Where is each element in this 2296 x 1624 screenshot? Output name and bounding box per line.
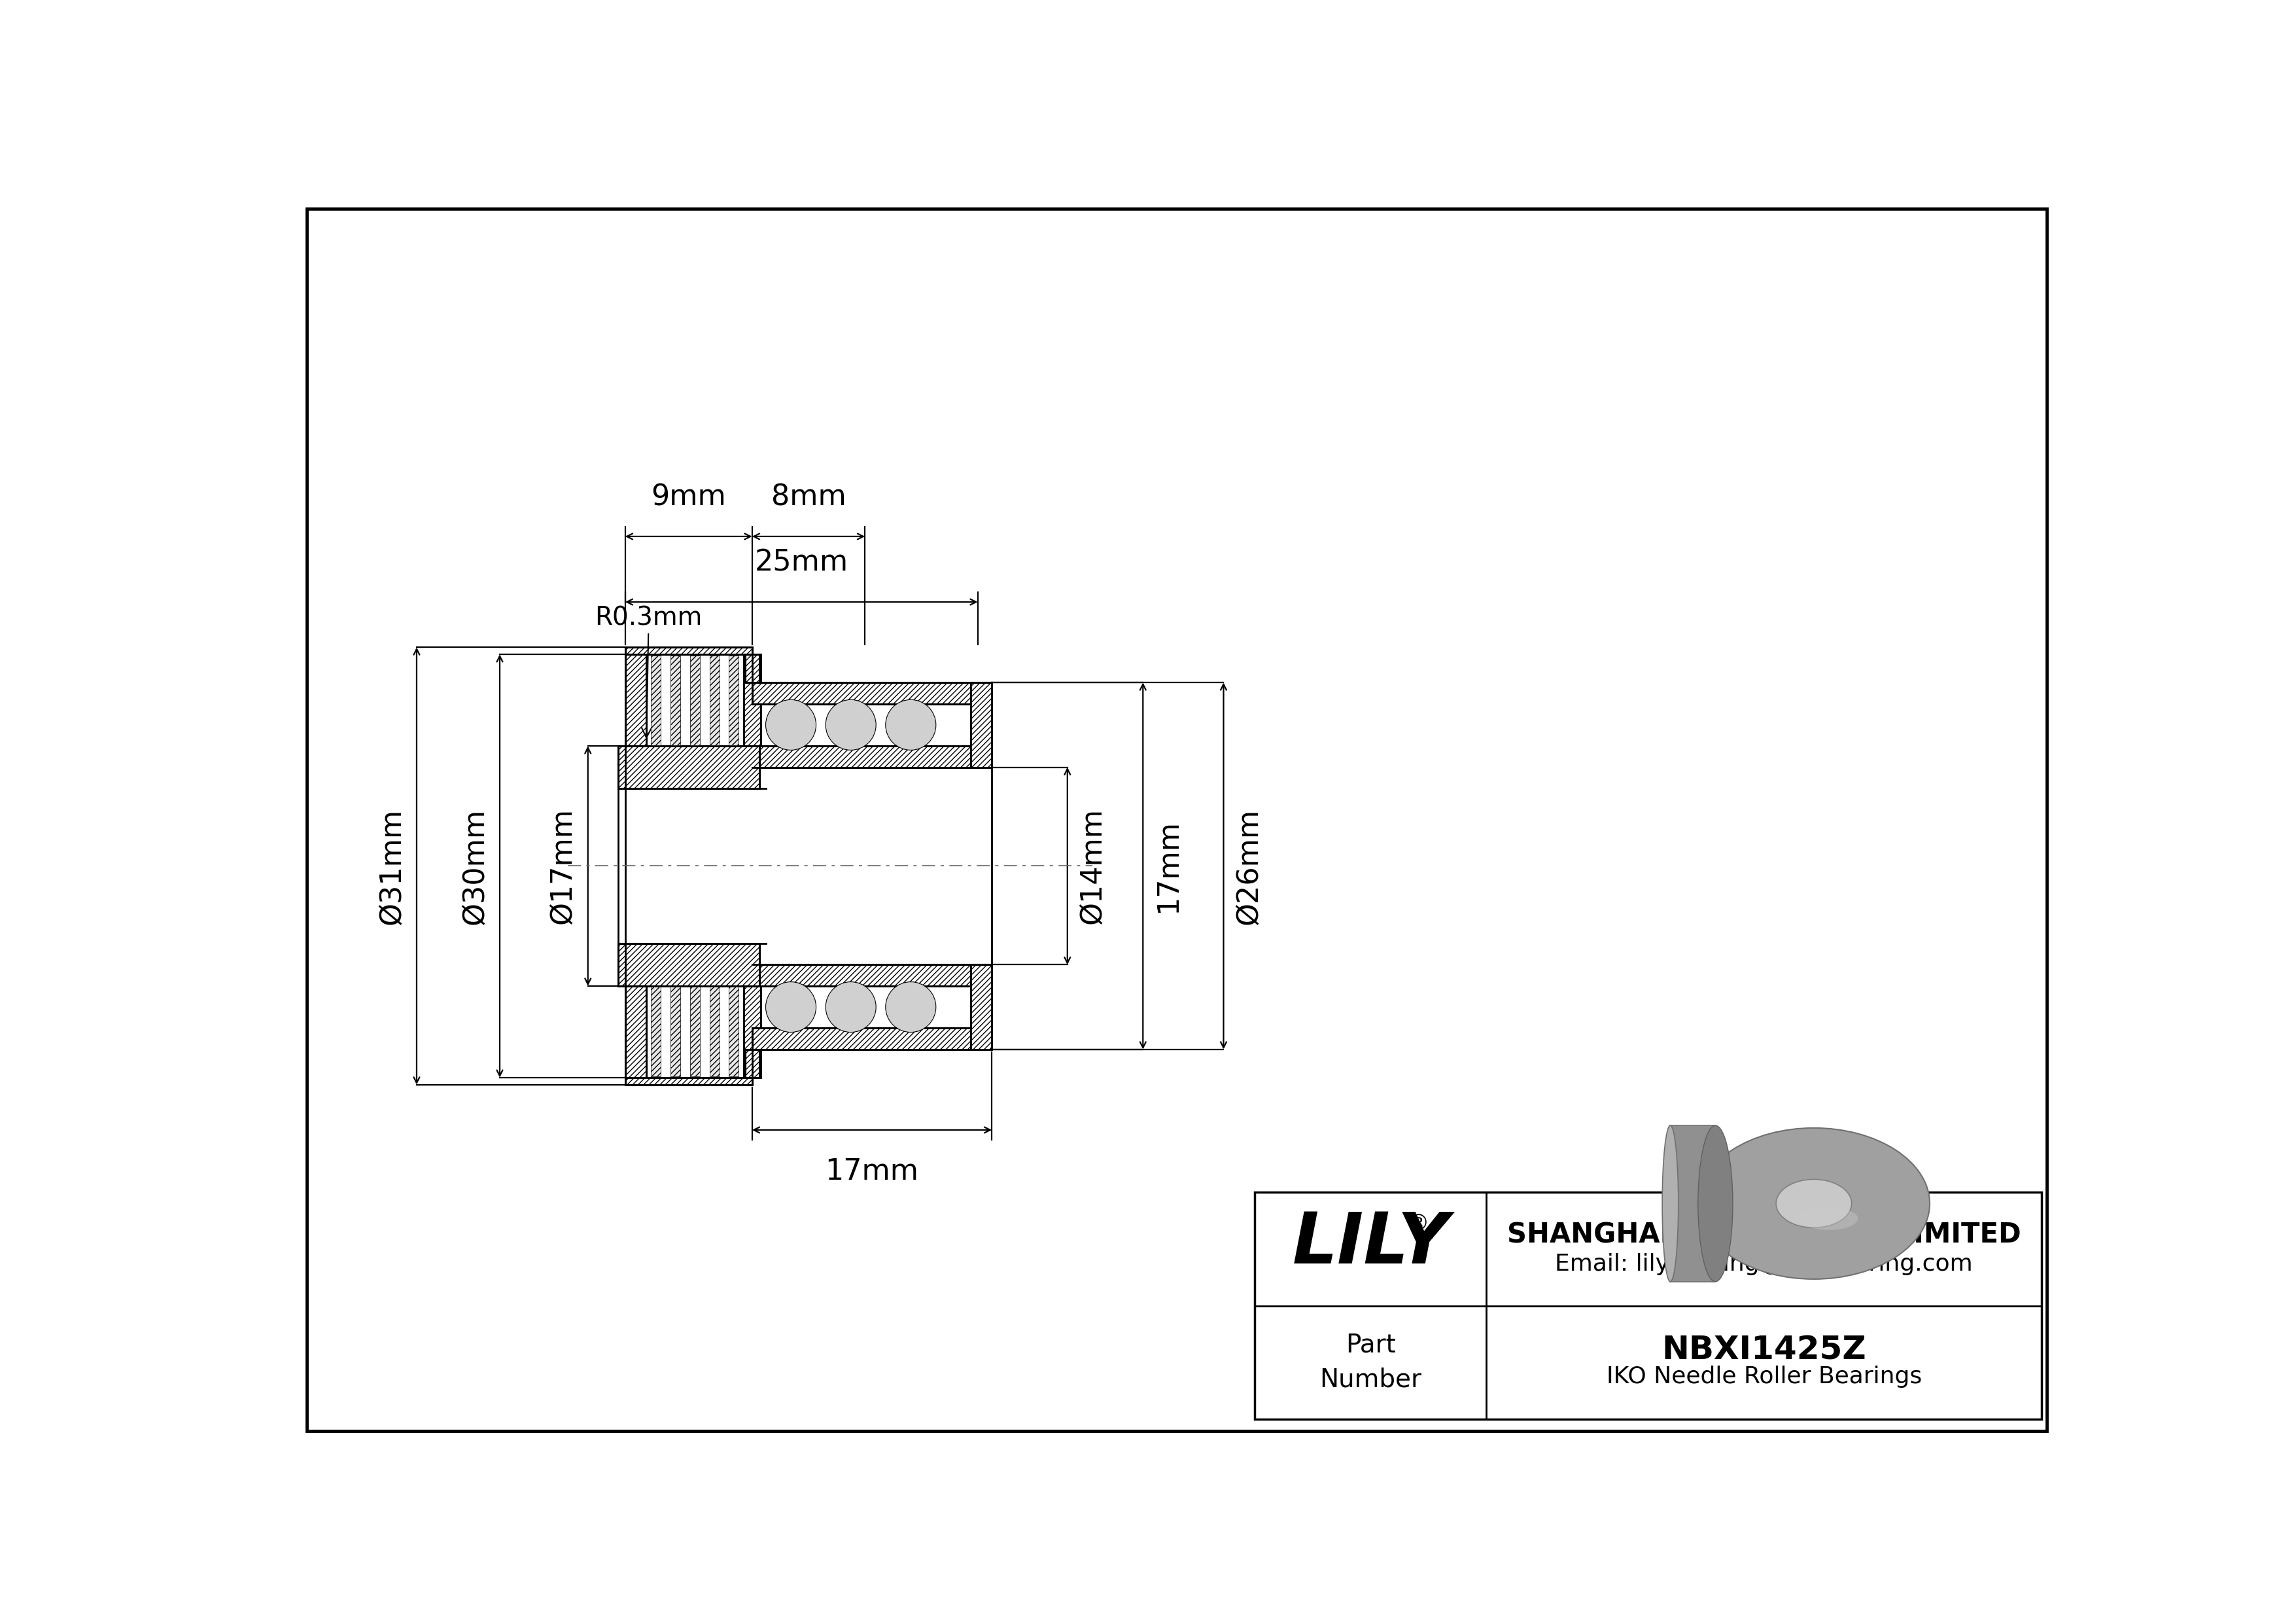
Bar [744,986,760,1078]
Polygon shape [1669,1125,1715,1281]
Text: IKO Needle Roller Bearings: IKO Needle Roller Bearings [1607,1366,1922,1389]
Bar [728,987,739,1077]
Bar [753,965,992,986]
Text: Ø26mm: Ø26mm [1235,807,1263,924]
Text: SHANGHAI LILY BEARING LIMITED: SHANGHAI LILY BEARING LIMITED [1506,1221,2020,1249]
Bar [753,682,992,703]
Bar [691,656,700,745]
Text: R0.3mm: R0.3mm [595,606,703,737]
Bar [650,656,661,745]
Bar [625,654,647,745]
Ellipse shape [1777,1179,1851,1228]
Bar [744,654,760,682]
Bar [709,987,719,1077]
Bar [625,648,753,654]
Text: Ø30mm: Ø30mm [461,807,489,924]
Ellipse shape [1699,1125,1733,1281]
Text: Ø31mm: Ø31mm [377,807,406,924]
Text: 17mm: 17mm [1155,818,1182,913]
Bar [728,656,739,745]
Ellipse shape [1699,1129,1929,1280]
Bar [618,944,636,986]
Bar [744,1049,760,1078]
Circle shape [827,700,877,750]
Bar [670,987,680,1077]
Text: LILY: LILY [1293,1210,1449,1278]
Bar [625,1078,753,1085]
Bar [744,654,760,745]
Circle shape [886,983,937,1033]
Bar [670,656,680,745]
Bar [753,745,992,767]
Circle shape [765,700,815,750]
Text: 8mm: 8mm [771,484,845,512]
Text: Ø17mm: Ø17mm [549,807,576,924]
Text: Email: lilybearing@lily-bearing.com: Email: lilybearing@lily-bearing.com [1554,1254,1972,1275]
Bar [971,682,992,767]
Bar [691,987,700,1077]
Circle shape [827,983,877,1033]
Text: Ø14mm: Ø14mm [1079,807,1107,924]
Bar [753,1028,992,1049]
Bar [971,965,992,1049]
Text: ®: ® [1407,1213,1430,1234]
Circle shape [765,983,815,1033]
Text: 25mm: 25mm [755,549,847,577]
Text: 17mm: 17mm [824,1158,918,1186]
Text: NBXI1425Z: NBXI1425Z [1662,1335,1867,1366]
Text: Part
Number: Part Number [1320,1333,1421,1392]
Bar [618,745,760,788]
Bar [618,745,636,788]
Bar [618,944,760,986]
Ellipse shape [1800,1207,1857,1229]
Text: 9mm: 9mm [652,484,726,512]
Bar [625,986,647,1078]
Bar [709,656,719,745]
Bar [1256,1192,2041,1419]
Bar [650,987,661,1077]
Ellipse shape [1662,1125,1678,1281]
Circle shape [886,700,937,750]
